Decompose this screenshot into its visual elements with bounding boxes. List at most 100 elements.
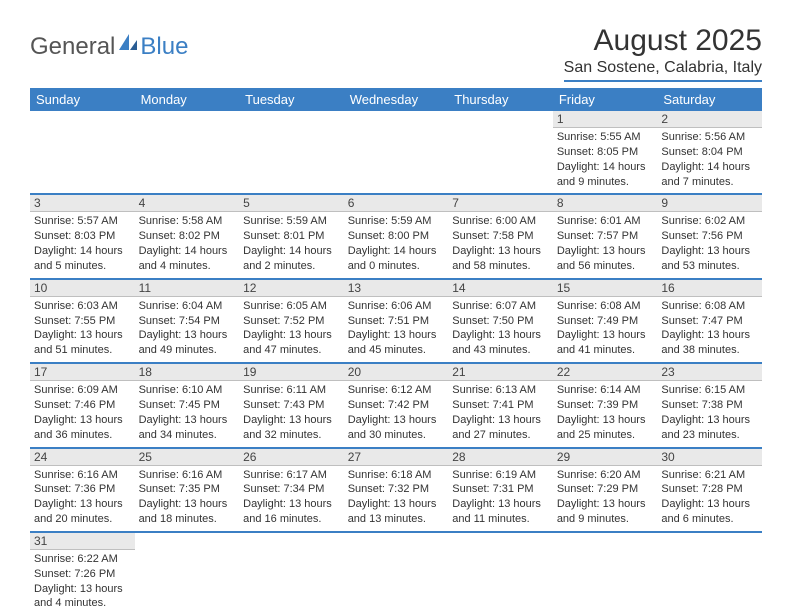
day-details: Sunrise: 6:12 AMSunset: 7:42 PMDaylight:… [348,383,445,442]
calendar-cell [239,533,344,615]
header-row: General Blue August 2025 San Sostene, Ca… [30,24,762,82]
day-number: 14 [448,280,553,297]
calendar-cell: 1 Sunrise: 5:55 AMSunset: 8:05 PMDaylight… [553,111,658,193]
weekday-header: Monday [135,88,240,111]
day-number: 12 [239,280,344,297]
day-details: Sunrise: 5:59 AMSunset: 8:01 PMDaylight:… [243,214,340,273]
calendar-row: 17 Sunrise: 6:09 AMSunset: 7:46 PMDayligh… [30,364,762,446]
calendar-cell: 8Sunrise: 6:01 AMSunset: 7:57 PMDaylight… [553,195,658,277]
day-number: 19 [239,364,344,381]
day-number: 5 [239,195,344,212]
calendar-cell: 30Sunrise: 6:21 AMSunset: 7:28 PMDayligh… [657,449,762,531]
calendar-row: 10 Sunrise: 6:03 AMSunset: 7:55 PMDayligh… [30,280,762,362]
day-number: 20 [344,364,449,381]
day-number: 21 [448,364,553,381]
day-number: 2 [657,111,762,128]
day-details: Sunrise: 5:58 AMSunset: 8:02 PMDaylight:… [139,214,236,273]
calendar-cell: 7Sunrise: 6:00 AMSunset: 7:58 PMDaylight… [448,195,553,277]
title-block: August 2025 San Sostene, Calabria, Italy [564,24,762,82]
day-number: 4 [135,195,240,212]
calendar-cell: 19 Sunrise: 6:11 AMSunset: 7:43 PMDayligh… [239,364,344,446]
day-number: 15 [553,280,658,297]
day-details: Sunrise: 6:19 AMSunset: 7:31 PMDaylight:… [452,468,549,527]
calendar-cell [239,111,344,193]
day-details: Sunrise: 6:20 AMSunset: 7:29 PMDaylight:… [557,468,654,527]
day-number: 10 [30,280,135,297]
day-number: 29 [553,449,658,466]
calendar-header: SundayMondayTuesdayWednesdayThursdayFrid… [30,88,762,111]
day-number: 26 [239,449,344,466]
day-number: 31 [30,533,135,550]
day-details: Sunrise: 6:02 AMSunset: 7:56 PMDaylight:… [661,214,758,273]
day-details: Sunrise: 6:06 AMSunset: 7:51 PMDaylight:… [348,299,445,358]
day-details: Sunrise: 6:22 AMSunset: 7:26 PMDaylight:… [34,552,131,611]
day-details: Sunrise: 5:57 AMSunset: 8:03 PMDaylight:… [34,214,131,273]
day-number: 18 [135,364,240,381]
day-details: Sunrise: 6:08 AMSunset: 7:49 PMDaylight:… [557,299,654,358]
day-number: 9 [657,195,762,212]
day-number: 23 [657,364,762,381]
calendar-cell: 18Sunrise: 6:10 AMSunset: 7:45 PMDayligh… [135,364,240,446]
weekday-header: Saturday [657,88,762,111]
calendar-cell [344,533,449,615]
day-number: 1 [553,111,658,128]
day-details: Sunrise: 6:17 AMSunset: 7:34 PMDaylight:… [243,468,340,527]
calendar-cell [135,533,240,615]
day-details: Sunrise: 5:59 AMSunset: 8:00 PMDaylight:… [348,214,445,273]
day-details: Sunrise: 6:03 AMSunset: 7:55 PMDaylight:… [34,299,131,358]
day-number: 7 [448,195,553,212]
calendar-cell: 13Sunrise: 6:06 AMSunset: 7:51 PMDayligh… [344,280,449,362]
calendar-cell [135,111,240,193]
day-details: Sunrise: 6:09 AMSunset: 7:46 PMDaylight:… [34,383,131,442]
day-details: Sunrise: 6:18 AMSunset: 7:32 PMDaylight:… [348,468,445,527]
calendar-cell [553,533,658,615]
day-details: Sunrise: 5:55 AMSunset: 8:05 PMDaylight:… [557,130,654,189]
day-details: Sunrise: 6:15 AMSunset: 7:38 PMDaylight:… [661,383,758,442]
calendar-cell: 24Sunrise: 6:16 AMSunset: 7:36 PMDayligh… [30,449,135,531]
day-number: 3 [30,195,135,212]
calendar-cell [448,533,553,615]
calendar-cell: 4 Sunrise: 5:58 AMSunset: 8:02 PMDaylight… [135,195,240,277]
weekday-header: Wednesday [344,88,449,111]
calendar-cell: 2 Sunrise: 5:56 AMSunset: 8:04 PMDaylight… [657,111,762,193]
calendar-cell [657,533,762,615]
weekday-header: Sunday [30,88,135,111]
page-title: August 2025 [564,24,762,57]
calendar-cell: 6Sunrise: 5:59 AMSunset: 8:00 PMDaylight… [344,195,449,277]
day-number: 17 [30,364,135,381]
day-number: 30 [657,449,762,466]
day-details: Sunrise: 5:56 AMSunset: 8:04 PMDaylight:… [661,130,758,189]
calendar-body: 1 Sunrise: 5:55 AMSunset: 8:05 PMDaylight… [30,111,762,615]
day-details: Sunrise: 6:11 AMSunset: 7:43 PMDaylight:… [243,383,340,442]
calendar-row: 3 Sunrise: 5:57 AMSunset: 8:03 PMDaylight… [30,195,762,277]
calendar-row: 1 Sunrise: 5:55 AMSunset: 8:05 PMDaylight… [30,111,762,193]
calendar-cell: 14Sunrise: 6:07 AMSunset: 7:50 PMDayligh… [448,280,553,362]
day-details: Sunrise: 6:16 AMSunset: 7:35 PMDaylight:… [139,468,236,527]
day-details: Sunrise: 6:14 AMSunset: 7:39 PMDaylight:… [557,383,654,442]
calendar-cell: 16Sunrise: 6:08 AMSunset: 7:47 PMDayligh… [657,280,762,362]
calendar-row: 31 Sunrise: 6:22 AMSunset: 7:26 PMDayligh… [30,533,762,615]
calendar-table: SundayMondayTuesdayWednesdayThursdayFrid… [30,88,762,615]
calendar-cell: 17 Sunrise: 6:09 AMSunset: 7:46 PMDayligh… [30,364,135,446]
day-details: Sunrise: 6:08 AMSunset: 7:47 PMDaylight:… [661,299,758,358]
calendar-cell [448,111,553,193]
calendar-cell: 29 Sunrise: 6:20 AMSunset: 7:29 PMDayligh… [553,449,658,531]
weekday-header: Friday [553,88,658,111]
calendar-cell: 9 Sunrise: 6:02 AMSunset: 7:56 PMDaylight… [657,195,762,277]
day-number: 28 [448,449,553,466]
day-number: 22 [553,364,658,381]
day-number: 11 [135,280,240,297]
calendar-cell: 5 Sunrise: 5:59 AMSunset: 8:01 PMDaylight… [239,195,344,277]
day-details: Sunrise: 6:04 AMSunset: 7:54 PMDaylight:… [139,299,236,358]
logo-text-blue: Blue [140,33,188,61]
day-number: 8 [553,195,658,212]
calendar-row: 24Sunrise: 6:16 AMSunset: 7:36 PMDayligh… [30,449,762,531]
calendar-cell: 23 Sunrise: 6:15 AMSunset: 7:38 PMDayligh… [657,364,762,446]
logo: General Blue [30,32,188,61]
calendar-cell: 15 Sunrise: 6:08 AMSunset: 7:49 PMDayligh… [553,280,658,362]
day-number: 24 [30,449,135,466]
logo-text-general: General [30,33,115,61]
day-number: 25 [135,449,240,466]
calendar-cell: 21Sunrise: 6:13 AMSunset: 7:41 PMDayligh… [448,364,553,446]
weekday-header: Tuesday [239,88,344,111]
